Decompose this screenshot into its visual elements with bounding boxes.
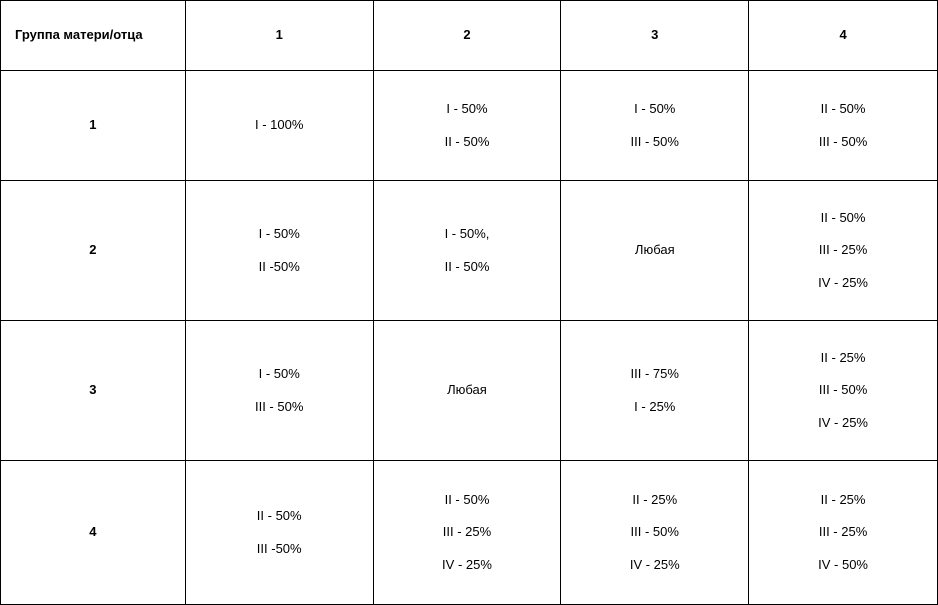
- cell-value: III - 25%: [819, 241, 867, 259]
- table-cell: II - 50% III - 25% IV - 25%: [373, 461, 561, 605]
- table-cell: Любая: [373, 321, 561, 461]
- cell-value: II - 25%: [821, 349, 866, 367]
- cell-value: I - 50%,: [445, 225, 490, 243]
- table-header-row: Группа матери/отца 1 2 3 4: [1, 1, 938, 71]
- cell-value: III - 50%: [819, 381, 867, 399]
- row-header-4: 4: [1, 461, 186, 605]
- cell-value: III -50%: [257, 540, 302, 558]
- table-cell: III - 75% I - 25%: [561, 321, 749, 461]
- table-cell: II - 25% III - 50% IV - 25%: [749, 321, 938, 461]
- cell-value: I - 50%: [259, 225, 300, 243]
- cell-value: II - 50%: [445, 258, 490, 276]
- corner-header: Группа матери/отца: [1, 1, 186, 71]
- cell-value: III - 50%: [631, 523, 679, 541]
- cell-value: II - 50%: [821, 209, 866, 227]
- cell-value: III - 75%: [631, 365, 679, 383]
- table-row: 4 II - 50% III -50% II - 50% III - 25% IV -…: [1, 461, 938, 605]
- cell-value: IV - 25%: [442, 556, 492, 574]
- table-row: 3 I - 50% III - 50% Любая III - 75% I - 25…: [1, 321, 938, 461]
- table-row: 2 I - 50%II -50% I - 50%,II - 50% Любая …: [1, 181, 938, 321]
- cell-value: II - 50%: [445, 491, 490, 509]
- cell-value: I - 50%: [259, 365, 300, 383]
- cell-value: III - 25%: [443, 523, 491, 541]
- cell-value: Любая: [447, 381, 487, 399]
- cell-value: II - 50%: [257, 507, 302, 525]
- table-cell: I - 50%, II - 50%: [373, 181, 561, 321]
- blood-group-table: Группа матери/отца 1 2 3 4 1 I - 100% I …: [0, 0, 938, 605]
- cell-value: II -50%: [259, 258, 300, 276]
- cell-value: II - 50%: [445, 133, 490, 151]
- cell-value: I - 100%: [255, 116, 303, 134]
- cell-value: I - 50%: [634, 100, 675, 118]
- table-row: 1 I - 100% I - 50% II - 50% I - 50% III - …: [1, 71, 938, 181]
- column-header-1: 1: [185, 1, 373, 71]
- row-header-2: 2: [1, 181, 186, 321]
- table-cell: II - 25% III - 25% IV - 50%: [749, 461, 938, 605]
- column-header-3: 3: [561, 1, 749, 71]
- cell-value: III - 50%: [255, 398, 303, 416]
- cell-value: I - 50%: [446, 100, 487, 118]
- table-cell: II - 50% III - 50%: [749, 71, 938, 181]
- cell-value: II - 25%: [632, 491, 677, 509]
- cell-value: IV - 50%: [818, 556, 868, 574]
- cell-value: Любая: [635, 241, 675, 259]
- table-cell: I - 100%: [185, 71, 373, 181]
- cell-value: IV - 25%: [630, 556, 680, 574]
- cell-value: I - 25%: [634, 398, 675, 416]
- row-header-1: 1: [1, 71, 186, 181]
- cell-value: IV - 25%: [818, 274, 868, 292]
- table-cell: I - 50% II - 50%: [373, 71, 561, 181]
- column-header-2: 2: [373, 1, 561, 71]
- cell-value: IV - 25%: [818, 414, 868, 432]
- table-cell: I - 50% III - 50%: [185, 321, 373, 461]
- cell-value: II - 25%: [821, 491, 866, 509]
- cell-value: II - 50%: [821, 100, 866, 118]
- table-cell: II - 50% III - 25% IV - 25%: [749, 181, 938, 321]
- cell-value: III - 50%: [631, 133, 679, 151]
- row-header-3: 3: [1, 321, 186, 461]
- table-cell: I - 50% II -50%: [185, 181, 373, 321]
- cell-value: III - 25%: [819, 523, 867, 541]
- table-cell: II - 25% III - 50% IV - 25%: [561, 461, 749, 605]
- cell-value: III - 50%: [819, 133, 867, 151]
- table-cell: Любая: [561, 181, 749, 321]
- table-cell: II - 50% III -50%: [185, 461, 373, 605]
- table-cell: I - 50% III - 50%: [561, 71, 749, 181]
- column-header-4: 4: [749, 1, 938, 71]
